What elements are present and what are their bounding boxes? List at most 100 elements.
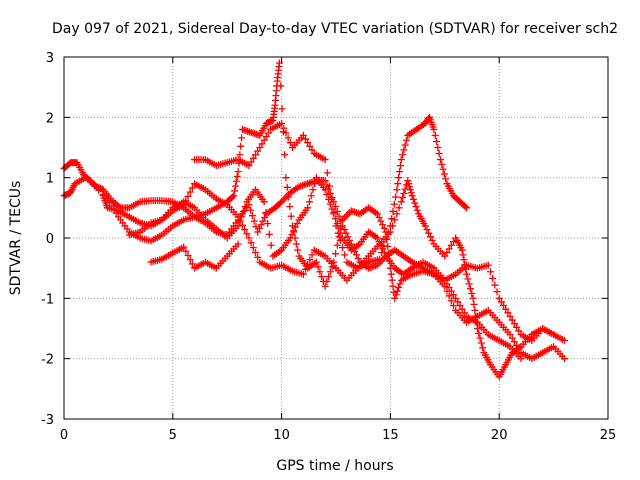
data-point (299, 270, 307, 278)
data-point (397, 198, 405, 206)
data-point (423, 226, 431, 234)
y-tick-label: 2 (46, 111, 54, 126)
data-point (431, 131, 439, 139)
data-point (495, 294, 503, 302)
data-point (409, 195, 417, 203)
series-track-b (60, 59, 568, 363)
y-axis-label: SDTVAR / TECUs (8, 181, 24, 296)
data-point (447, 297, 455, 305)
data-point (560, 337, 568, 345)
data-point (387, 270, 395, 278)
data-point (458, 246, 466, 254)
data-point (288, 230, 296, 238)
x-tick-label: 0 (60, 428, 68, 443)
data-point (445, 283, 453, 291)
data-point (304, 139, 312, 147)
data-point (456, 302, 464, 310)
data-point (247, 239, 255, 247)
data-point (306, 142, 314, 150)
data-point (394, 180, 402, 188)
data-point (510, 338, 518, 346)
data-point (379, 221, 387, 229)
y-axis-ticks: -3 -2 -1 0 1 2 3 (41, 51, 608, 428)
data-point (491, 281, 499, 289)
data-point (230, 192, 238, 200)
data-point (486, 268, 494, 276)
data-point (439, 165, 447, 173)
data-point (379, 245, 387, 253)
data-point (328, 195, 336, 203)
data-point (375, 213, 383, 221)
data-point (442, 175, 450, 183)
data-point (389, 282, 397, 290)
data-point (460, 256, 468, 264)
data-point (278, 105, 286, 113)
data-point (255, 224, 263, 232)
data-point (401, 141, 409, 149)
data-point (447, 241, 455, 249)
data-point (286, 203, 294, 211)
data-point (459, 251, 467, 259)
data-point (251, 151, 259, 159)
data-point (468, 290, 476, 298)
data-point (316, 268, 324, 276)
data-point (288, 222, 296, 230)
data-point (236, 151, 244, 159)
data-point (443, 280, 451, 288)
data-point (340, 226, 348, 234)
data-point (188, 260, 196, 268)
data-point (245, 234, 253, 242)
data-point (347, 240, 355, 248)
data-point (286, 234, 294, 242)
y-tick-label: -1 (41, 292, 54, 307)
data-point (434, 144, 442, 151)
data-point (261, 213, 269, 221)
data-point (504, 309, 512, 317)
data-point (430, 125, 438, 133)
data-point (352, 251, 360, 259)
data-point (393, 186, 401, 194)
data-point (82, 174, 90, 182)
data-point (237, 142, 245, 150)
data-point (233, 172, 241, 180)
data-point (384, 229, 392, 237)
data-point (408, 192, 416, 200)
data-point (311, 180, 319, 188)
data-point (433, 137, 441, 145)
data-point (184, 192, 192, 200)
data-point (460, 309, 468, 317)
data-point (326, 268, 334, 276)
data-point (395, 204, 403, 212)
data-point (312, 258, 320, 266)
data-point (248, 212, 256, 220)
data-point (493, 288, 501, 296)
data-point (182, 247, 190, 255)
data-point (332, 215, 340, 223)
data-point (452, 294, 460, 302)
data-point (502, 305, 510, 313)
series-track-c (99, 177, 558, 381)
x-axis-ticks: 0 5 10 15 20 25 (60, 57, 616, 443)
data-point (245, 162, 253, 170)
data-point (276, 199, 284, 207)
data-point (484, 261, 492, 269)
data-point (254, 147, 262, 155)
data-point (513, 323, 521, 331)
data-point (251, 248, 259, 256)
data-point (500, 302, 508, 310)
data-point (421, 222, 429, 230)
data-point (265, 129, 273, 137)
data-point (186, 188, 194, 196)
data-point (471, 306, 479, 314)
data-point (256, 144, 264, 151)
data-point (406, 186, 414, 194)
data-point (399, 194, 407, 202)
data-point (243, 230, 251, 238)
data-point (436, 156, 444, 164)
data-point (425, 229, 433, 237)
x-tick-label: 10 (273, 428, 290, 443)
data-point (382, 235, 390, 243)
data-point (470, 300, 478, 308)
data-point (404, 177, 412, 185)
